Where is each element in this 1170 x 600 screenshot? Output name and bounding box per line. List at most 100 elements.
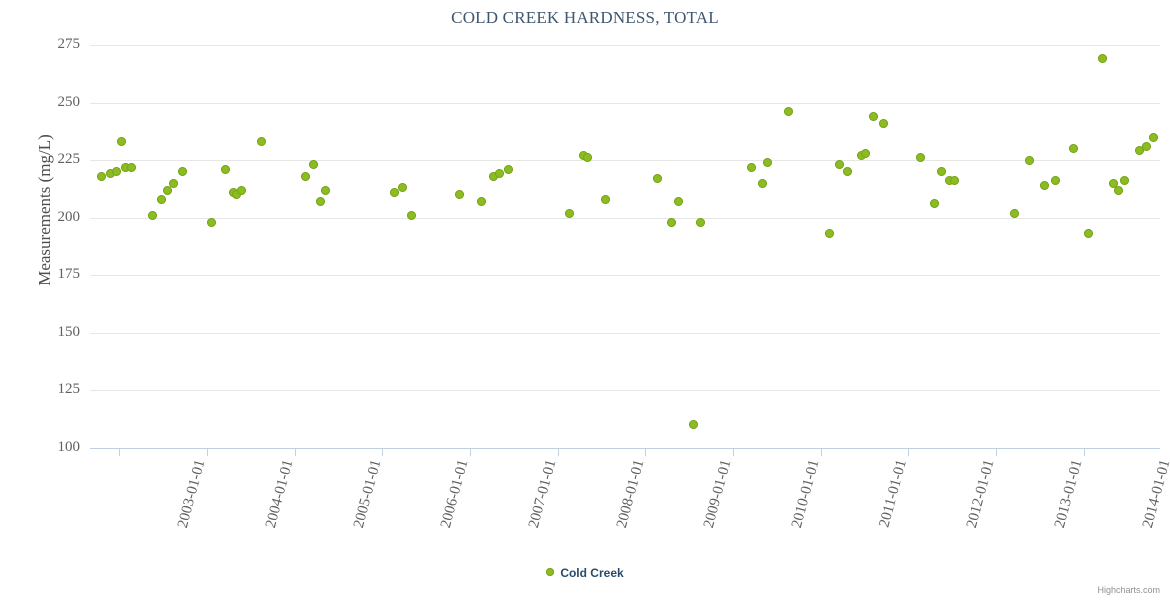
scatter-point[interactable] <box>944 176 954 186</box>
scatter-point[interactable] <box>930 199 940 209</box>
scatter-point[interactable] <box>1024 155 1034 165</box>
scatter-point[interactable] <box>1108 178 1118 188</box>
scatter-point[interactable] <box>601 194 611 204</box>
gridline <box>90 103 1160 104</box>
scatter-point[interactable] <box>652 174 662 184</box>
scatter-point[interactable] <box>97 171 107 181</box>
scatter-point[interactable] <box>674 197 684 207</box>
scatter-point[interactable] <box>406 210 416 220</box>
scatter-point[interactable] <box>747 162 757 172</box>
scatter-point[interactable] <box>869 111 879 121</box>
scatter-point[interactable] <box>1119 176 1129 186</box>
scatter-point[interactable] <box>232 190 242 200</box>
scatter-point[interactable] <box>783 107 793 117</box>
scatter-point[interactable] <box>308 160 318 170</box>
x-axis-tick-label: 2004-01-01 <box>262 458 297 530</box>
scatter-point[interactable] <box>477 197 487 207</box>
x-axis-tick-label: 2014-01-01 <box>1139 458 1170 530</box>
y-axis-tick-label: 100 <box>57 439 81 455</box>
scatter-point[interactable] <box>495 169 505 179</box>
x-axis-tick-label: 2010-01-01 <box>788 458 823 530</box>
scatter-point[interactable] <box>221 164 231 174</box>
x-axis-tick-mark <box>1084 448 1085 456</box>
scatter-point[interactable] <box>237 185 247 195</box>
scatter-point[interactable] <box>1142 141 1152 151</box>
gridline <box>90 333 1160 334</box>
scatter-point[interactable] <box>126 162 136 172</box>
x-axis-tick-label: 2013-01-01 <box>1051 458 1086 530</box>
scatter-point[interactable] <box>206 217 216 227</box>
scatter-point[interactable] <box>688 420 698 430</box>
scatter-point[interactable] <box>389 187 399 197</box>
scatter-point[interactable] <box>148 210 158 220</box>
scatter-point[interactable] <box>937 167 947 177</box>
scatter-point[interactable] <box>111 167 121 177</box>
x-axis-tick-mark <box>382 448 383 456</box>
scatter-point[interactable] <box>878 118 888 128</box>
scatter-point[interactable] <box>949 176 959 186</box>
scatter-point[interactable] <box>503 164 513 174</box>
y-axis-tick-label: 250 <box>57 93 81 110</box>
x-axis-tick-label: 2005-01-01 <box>350 458 385 530</box>
chart-legend: Cold Creek <box>0 563 1170 581</box>
scatter-point[interactable] <box>696 217 706 227</box>
gridline <box>90 160 1160 161</box>
y-axis-tick-label: 200 <box>57 208 81 225</box>
gridline <box>90 275 1160 276</box>
x-axis-tick-label: 2008-01-01 <box>613 458 648 530</box>
x-axis-tick-mark <box>908 448 909 456</box>
scatter-point[interactable] <box>763 157 773 167</box>
scatter-point[interactable] <box>860 148 870 158</box>
x-axis-line <box>90 448 1160 449</box>
scatter-point[interactable] <box>301 171 311 181</box>
x-axis-tick-mark <box>119 448 120 456</box>
scatter-point[interactable] <box>583 153 593 163</box>
scatter-point[interactable] <box>177 167 187 177</box>
scatter-point[interactable] <box>1039 180 1049 190</box>
x-axis-tick-mark <box>558 448 559 456</box>
scatter-point[interactable] <box>824 229 834 239</box>
scatter-point[interactable] <box>834 160 844 170</box>
scatter-point[interactable] <box>843 167 853 177</box>
scatter-point[interactable] <box>321 185 331 195</box>
y-axis-tick-label: 225 <box>57 151 81 168</box>
scatter-point[interactable] <box>915 153 925 163</box>
scatter-point[interactable] <box>169 178 179 188</box>
scatter-point[interactable] <box>156 194 166 204</box>
scatter-point[interactable] <box>1010 208 1020 218</box>
scatter-point[interactable] <box>1113 185 1123 195</box>
y-axis-tick-label: 125 <box>57 381 81 398</box>
x-axis-tick-label: 2011-01-01 <box>876 458 910 530</box>
scatter-point[interactable] <box>1149 132 1159 142</box>
x-axis-tick-mark <box>295 448 296 456</box>
chart-title: COLD CREEK HARDNESS, TOTAL <box>451 8 719 27</box>
scatter-point[interactable] <box>256 137 266 147</box>
x-axis-tick-mark <box>207 448 208 456</box>
x-axis-tick-label: 2007-01-01 <box>525 458 560 530</box>
credits-link[interactable]: Highcharts.com <box>1097 585 1160 595</box>
scatter-point[interactable] <box>116 137 126 147</box>
x-axis-tick-mark <box>470 448 471 456</box>
scatter-point[interactable] <box>1134 146 1144 156</box>
x-axis-tick-label: 2003-01-01 <box>175 458 209 530</box>
scatter-point[interactable] <box>758 178 768 188</box>
gridline <box>90 390 1160 391</box>
scatter-point[interactable] <box>1069 144 1079 154</box>
scatter-point[interactable] <box>1097 54 1107 64</box>
scatter-point[interactable] <box>1050 176 1060 186</box>
x-axis-tick-label: 2006-01-01 <box>438 458 472 530</box>
scatter-point[interactable] <box>489 171 499 181</box>
scatter-point[interactable] <box>455 190 465 200</box>
scatter-point[interactable] <box>162 185 172 195</box>
scatter-point[interactable] <box>316 197 326 207</box>
legend-item-cold-creek[interactable]: Cold Creek <box>546 565 624 580</box>
plot-area <box>90 45 1160 448</box>
scatter-point[interactable] <box>397 183 407 193</box>
y-axis-tick-label: 150 <box>57 323 81 340</box>
scatter-point[interactable] <box>1083 229 1093 239</box>
scatter-point[interactable] <box>105 169 115 179</box>
scatter-point[interactable] <box>667 217 677 227</box>
scatter-point[interactable] <box>120 162 130 172</box>
scatter-point[interactable] <box>565 208 575 218</box>
